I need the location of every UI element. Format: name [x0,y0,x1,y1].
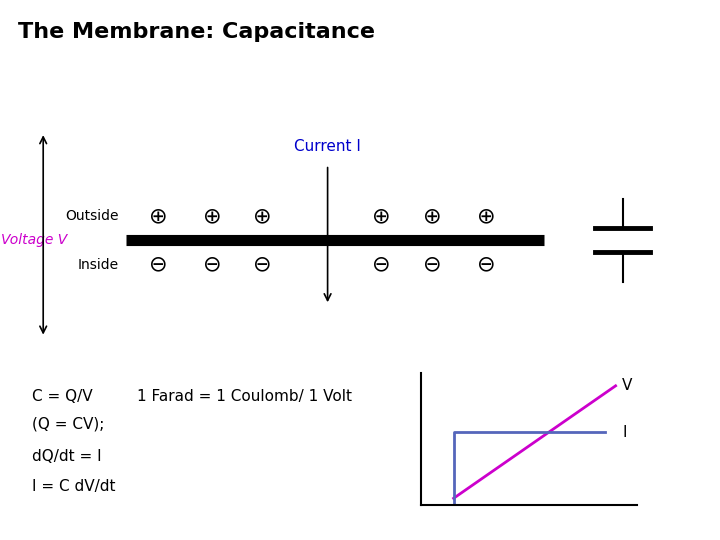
Text: The Membrane: Capacitance: The Membrane: Capacitance [18,22,375,42]
Text: (Q = CV);: (Q = CV); [32,416,105,431]
Text: I: I [622,424,626,440]
Text: ⊕: ⊕ [253,206,272,226]
Text: Outside: Outside [66,209,119,223]
Text: ⊕: ⊕ [423,206,441,226]
Text: ⊖: ⊖ [423,254,441,275]
Text: Current I: Current I [294,139,361,154]
Text: ⊖: ⊖ [372,254,391,275]
Text: ⊖: ⊖ [253,254,272,275]
Text: ⊕: ⊕ [477,206,495,226]
Text: 1 Farad = 1 Coulomb/ 1 Volt: 1 Farad = 1 Coulomb/ 1 Volt [137,389,352,404]
Text: ⊖: ⊖ [203,254,222,275]
Text: ⊕: ⊕ [372,206,391,226]
Text: C = Q/V: C = Q/V [32,389,93,404]
Text: dQ/dt = I: dQ/dt = I [32,449,102,464]
Text: Voltage V: Voltage V [1,233,68,247]
Text: ⊖: ⊖ [477,254,495,275]
Text: I = C dV/dt: I = C dV/dt [32,478,116,494]
Text: ⊕: ⊕ [203,206,222,226]
Text: Inside: Inside [78,258,119,272]
Text: ⊖: ⊖ [149,254,168,275]
Text: V: V [622,379,632,393]
Text: ⊕: ⊕ [149,206,168,226]
